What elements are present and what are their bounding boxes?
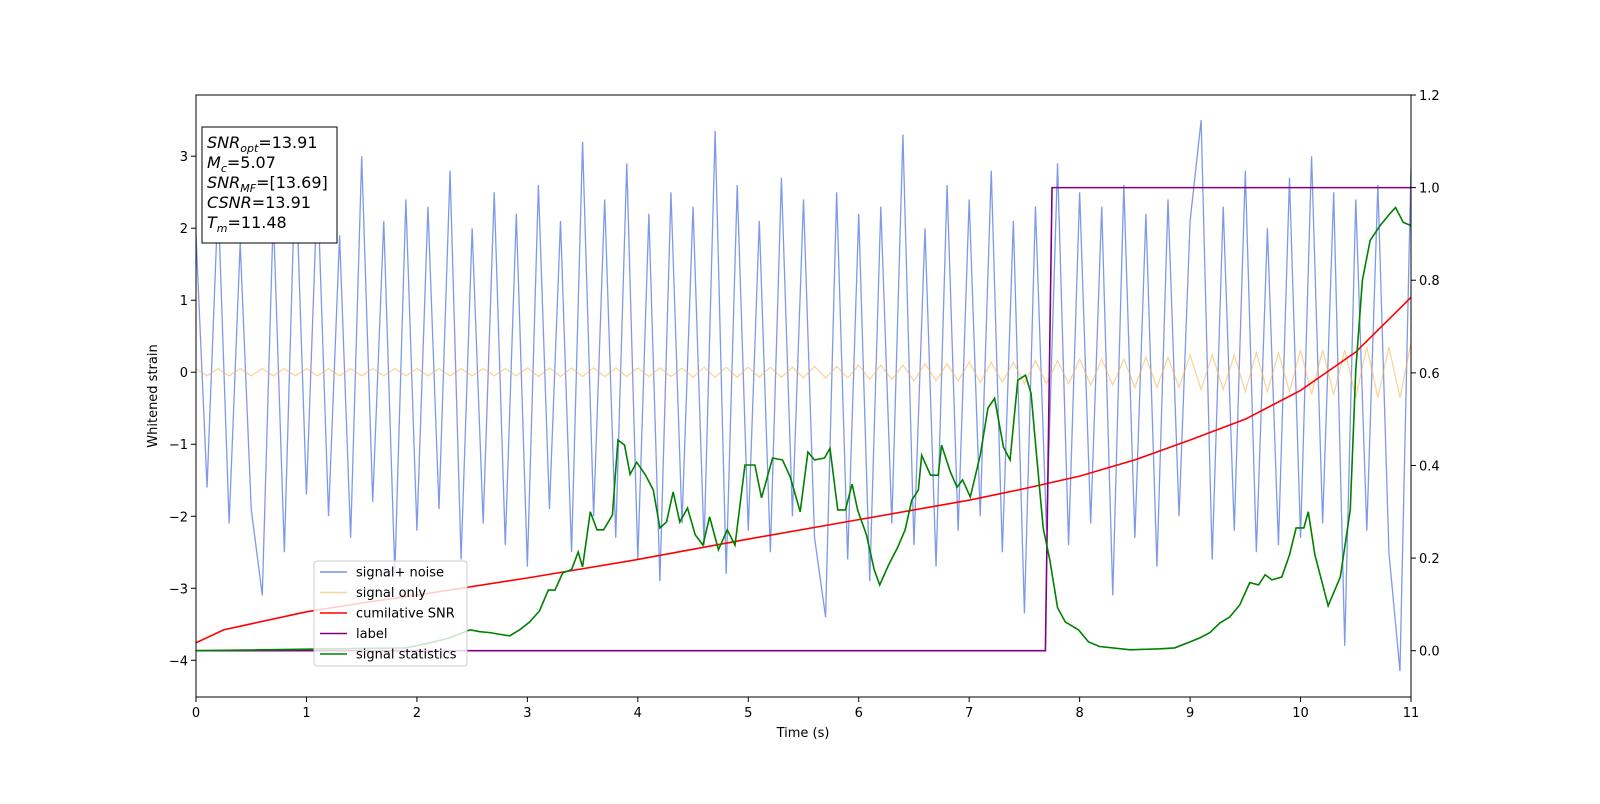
y-tick-label: 3 xyxy=(180,150,188,165)
annotation-value: =[13.69] xyxy=(256,173,328,192)
y-axis-label: Whitened strain xyxy=(146,344,161,447)
annotation-symbol: M xyxy=(207,153,221,172)
y-tick-label: −3 xyxy=(169,582,188,597)
x-tick-label: 10 xyxy=(1292,706,1309,721)
y-tick-label: 2 xyxy=(180,222,188,237)
y-tick-label: 0 xyxy=(180,366,188,381)
annotation-value: =5.07 xyxy=(227,153,276,172)
x-tick-label: 1 xyxy=(302,706,310,721)
y-tick-label: −1 xyxy=(169,438,188,453)
annotation-value: =13.91 xyxy=(258,133,317,152)
annotation-symbol: SNR xyxy=(207,173,240,192)
series-line xyxy=(196,186,1411,652)
annotation-line: Tm=11.48 xyxy=(207,213,287,235)
x-tick-label: 11 xyxy=(1403,706,1420,721)
series-line xyxy=(196,120,1411,672)
series-line xyxy=(196,296,1411,644)
y2-tick-label: 1.0 xyxy=(1419,182,1440,197)
y-tick-label: −4 xyxy=(169,654,188,669)
annotation-line: SNRMF=[13.69] xyxy=(207,173,328,195)
annotation-symbol: SNR xyxy=(207,133,240,152)
annotation-line: Mc=5.07 xyxy=(207,153,276,175)
y2-tick-label: 0.0 xyxy=(1419,645,1440,660)
x-axis-label: Time (s) xyxy=(776,726,830,741)
series-line xyxy=(196,343,1411,398)
x-tick-label: 9 xyxy=(1186,706,1194,721)
y-tick-label: −2 xyxy=(169,510,188,525)
x-tick-label: 7 xyxy=(965,706,973,721)
annotation-box xyxy=(201,126,338,244)
annotation-subscript: c xyxy=(221,162,227,175)
y2-tick-label: 1.2 xyxy=(1419,89,1440,104)
annotation-subscript: MF xyxy=(240,182,256,195)
legend-label: label xyxy=(356,627,387,642)
annotation-value: =11.48 xyxy=(228,213,287,232)
x-tick-label: 8 xyxy=(1075,706,1083,721)
annotation-line: CSNR=13.91 xyxy=(207,193,311,212)
legend-label: signal+ noise xyxy=(356,566,444,581)
y2-tick-label: 0.8 xyxy=(1419,274,1440,289)
annotation-symbol: T xyxy=(207,213,218,232)
y2-tick-label: 0.4 xyxy=(1419,459,1440,474)
legend-label: signal statistics xyxy=(356,648,457,663)
y2-tick-label: 0.6 xyxy=(1419,367,1440,382)
annotation-value: =13.91 xyxy=(252,193,311,212)
annotation-line: SNRopt=13.91 xyxy=(207,133,318,155)
x-tick-label: 4 xyxy=(634,706,642,721)
annotation-subscript: opt xyxy=(240,142,259,155)
annotation-subscript: m xyxy=(217,222,228,235)
x-tick-label: 0 xyxy=(192,706,200,721)
legend-box xyxy=(313,560,468,667)
x-tick-label: 5 xyxy=(744,706,752,721)
x-tick-label: 6 xyxy=(855,706,863,721)
axes-frame xyxy=(195,94,1412,698)
series-line xyxy=(196,206,1411,652)
legend-label: cumilative SNR xyxy=(356,607,455,622)
x-tick-label: 3 xyxy=(523,706,531,721)
y2-tick-label: 0.2 xyxy=(1419,552,1440,567)
y-tick-label: 1 xyxy=(180,294,188,309)
legend-label: signal only xyxy=(356,586,426,601)
x-tick-label: 2 xyxy=(413,706,421,721)
annotation-symbol: CSNR xyxy=(207,193,252,212)
